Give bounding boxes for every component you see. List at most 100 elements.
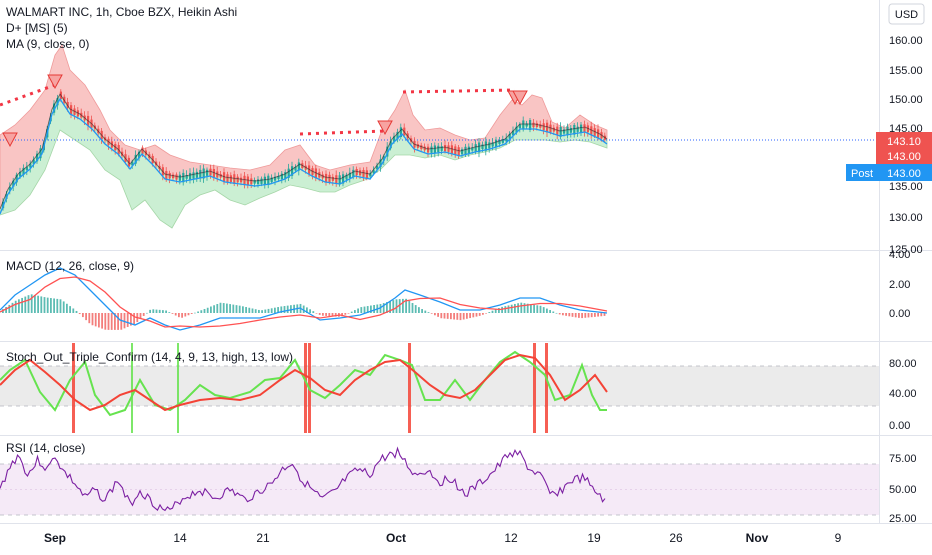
- macd-histogram-bar: [168, 312, 171, 313]
- time-label: Nov: [746, 531, 769, 545]
- resistance-line: [0, 83, 56, 107]
- macd-histogram-bar: [360, 307, 363, 313]
- stoch-pane[interactable]: [0, 343, 879, 433]
- macd-histogram-bar: [379, 303, 382, 313]
- macd-tick: 4.00: [889, 249, 910, 261]
- candle: [253, 180, 256, 184]
- macd-histogram-bar: [248, 307, 251, 313]
- macd-histogram-bar: [562, 313, 564, 316]
- macd-histogram-bar: [226, 303, 228, 313]
- macd-histogram-bar: [443, 313, 446, 319]
- macd-histogram-bar: [325, 313, 327, 316]
- macd-histogram-bar: [386, 302, 388, 313]
- candle: [474, 144, 477, 153]
- candle: [518, 124, 521, 129]
- macd-histogram-bar: [568, 313, 571, 317]
- candle: [379, 159, 382, 168]
- rsi-tick: 25.00: [889, 513, 917, 525]
- candle: [175, 174, 178, 180]
- candle: [53, 103, 56, 113]
- post-market-badge: Post 143.00: [846, 164, 932, 181]
- macd-histogram-bar: [267, 308, 270, 313]
- candle: [420, 145, 423, 150]
- macd-histogram-bar: [603, 313, 606, 316]
- candle: [549, 124, 552, 133]
- macd-histogram-bar: [82, 313, 84, 318]
- macd-histogram-bar: [507, 305, 510, 313]
- post-label: Post: [851, 168, 873, 180]
- macd-histogram-bar: [8, 304, 11, 313]
- candle: [348, 172, 351, 179]
- macd-histogram-bar: [498, 307, 500, 313]
- currency-button[interactable]: USD: [888, 3, 925, 25]
- candle: [195, 171, 198, 178]
- macd-histogram-bar: [21, 297, 23, 313]
- price-pane[interactable]: [0, 44, 879, 229]
- macd-histogram-bar: [549, 310, 551, 313]
- candle: [233, 174, 236, 184]
- candle: [209, 168, 212, 176]
- macd-histogram-bar: [210, 306, 212, 313]
- macd-histogram-bar: [69, 306, 71, 313]
- indicator-legend-ma[interactable]: MA (9, close, 0): [6, 37, 89, 51]
- macd-histogram-bar: [18, 299, 20, 313]
- time-label: 12: [504, 531, 518, 545]
- macd-histogram-bar: [206, 307, 209, 313]
- macd-histogram-bar: [146, 312, 148, 314]
- candle: [382, 156, 385, 161]
- candle: [168, 172, 171, 179]
- macd-tick: 0.00: [889, 308, 910, 320]
- macd-histogram-bar: [235, 305, 238, 313]
- macd-histogram-bar: [133, 313, 135, 325]
- macd-histogram-bar: [165, 310, 167, 313]
- macd-histogram-bar: [158, 309, 161, 313]
- macd-histogram-bar: [578, 313, 580, 318]
- macd-histogram-bar: [405, 298, 407, 313]
- candle: [559, 126, 562, 137]
- macd-histogram-bar: [290, 305, 292, 313]
- macd-histogram-bar: [424, 310, 427, 313]
- candle: [576, 126, 579, 132]
- close-price-value: 143.00: [887, 151, 921, 163]
- macd-histogram-bar: [251, 308, 254, 313]
- macd-histogram-bar: [40, 296, 43, 313]
- macd-histogram-bar: [197, 311, 199, 313]
- macd-histogram-bar: [94, 313, 97, 327]
- candle: [267, 175, 270, 186]
- candle: [505, 138, 508, 142]
- macd-histogram-bar: [149, 309, 151, 313]
- macd-histogram-bar: [274, 307, 276, 313]
- time-label: 21: [256, 531, 270, 545]
- candle: [447, 145, 450, 152]
- macd-legend[interactable]: MACD (12, 26, close, 9): [6, 259, 134, 273]
- rsi-legend[interactable]: RSI (14, close): [6, 441, 85, 455]
- rsi-pane[interactable]: [0, 446, 879, 516]
- candle: [199, 169, 202, 179]
- candle: [433, 145, 436, 154]
- macd-histogram-bar: [216, 304, 219, 313]
- candle: [444, 145, 447, 152]
- macd-histogram-bar: [517, 303, 519, 313]
- macd-histogram-bar: [587, 313, 590, 318]
- candle: [362, 169, 365, 177]
- macd-histogram-bar: [590, 313, 593, 318]
- candle: [539, 124, 542, 128]
- stoch-legend[interactable]: Stoch_Out_Triple_Confirm (14, 4, 9, 13, …: [6, 350, 293, 364]
- candle: [593, 128, 596, 136]
- macd-histogram-bar: [414, 305, 417, 313]
- time-axis[interactable]: Sep 14 21 Oct 12 19 26 Nov 9: [44, 531, 842, 545]
- macd-histogram-bar: [286, 305, 289, 313]
- candle: [202, 168, 205, 179]
- candle: [32, 159, 35, 164]
- resistance-line: [299, 129, 386, 136]
- macd-pane[interactable]: [0, 267, 608, 331]
- macd-histogram-bar: [382, 303, 385, 313]
- macd-histogram-bar: [482, 313, 484, 315]
- macd-histogram-bar: [344, 313, 347, 315]
- indicator-legend-dplus[interactable]: D+ [MS] (5): [6, 21, 68, 35]
- macd-histogram-bar: [581, 313, 583, 319]
- candle: [274, 176, 277, 181]
- macd-histogram-bar: [539, 305, 542, 313]
